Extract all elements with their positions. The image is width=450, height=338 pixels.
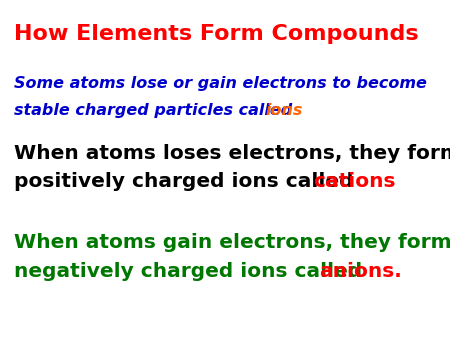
Text: Some atoms lose or gain electrons to become: Some atoms lose or gain electrons to bec…: [14, 76, 427, 91]
Text: How Elements Form Compounds: How Elements Form Compounds: [14, 24, 418, 44]
Text: When atoms loses electrons, they form: When atoms loses electrons, they form: [14, 144, 450, 163]
Text: positively charged ions called: positively charged ions called: [14, 172, 360, 191]
Text: anions.: anions.: [320, 262, 402, 281]
Text: negatively charged ions called: negatively charged ions called: [14, 262, 369, 281]
Text: When atoms gain electrons, they form: When atoms gain electrons, they form: [14, 233, 450, 252]
Text: ions: ions: [266, 103, 303, 118]
Text: stable charged particles called: stable charged particles called: [14, 103, 297, 118]
Text: cations: cations: [313, 172, 396, 191]
